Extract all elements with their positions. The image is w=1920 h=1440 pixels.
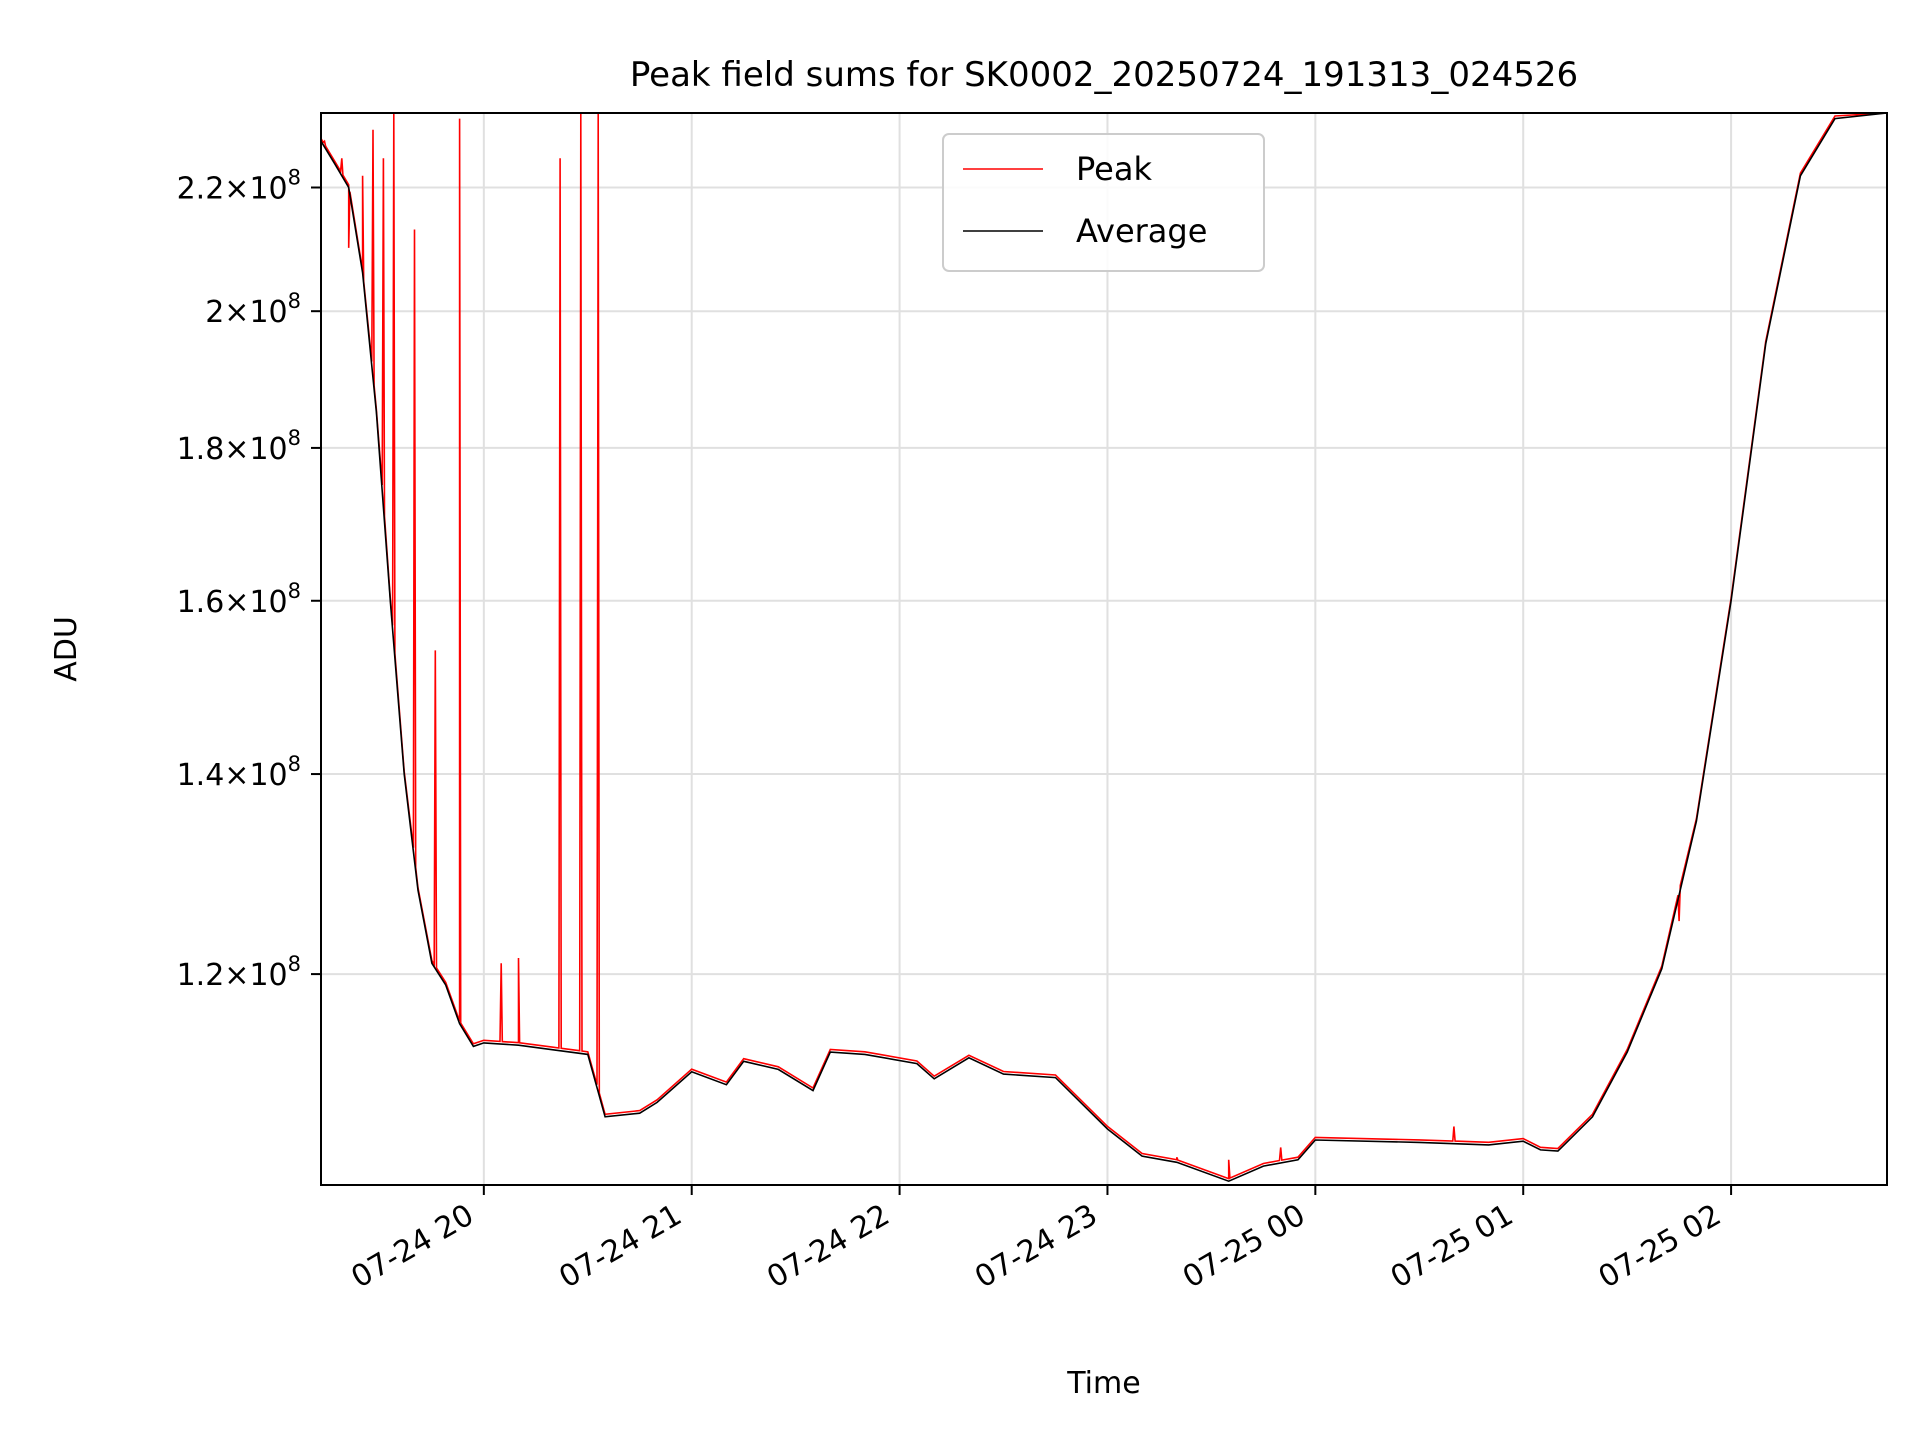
legend-label-peak: Peak xyxy=(1076,150,1152,188)
y-tick-label: 2.2×108 xyxy=(177,166,301,207)
series-line-average xyxy=(321,113,1887,1183)
y-tick-label: 2×108 xyxy=(205,289,301,330)
legend-label-average: Average xyxy=(1076,212,1207,250)
x-axis-label: Time xyxy=(1066,1366,1140,1401)
y-tick-label: 1.4×108 xyxy=(177,752,301,793)
y-axis-ticks: 1.2×108 1.4×108 1.6×108 1.8×108 2×108 2.2×108 xyxy=(177,166,321,993)
chart-title: Peak field sums for SK0002_20250724_1913… xyxy=(630,55,1578,95)
y-tick-label: 1.8×108 xyxy=(177,426,301,467)
series-layer xyxy=(321,113,1887,1183)
y-axis-label: ADU xyxy=(49,616,84,682)
y-tick-label: 1.6×108 xyxy=(177,579,301,620)
y-tick-label: 1.2×108 xyxy=(177,952,301,993)
legend: Peak Average xyxy=(942,133,1265,272)
plot-frame xyxy=(320,112,1888,1186)
